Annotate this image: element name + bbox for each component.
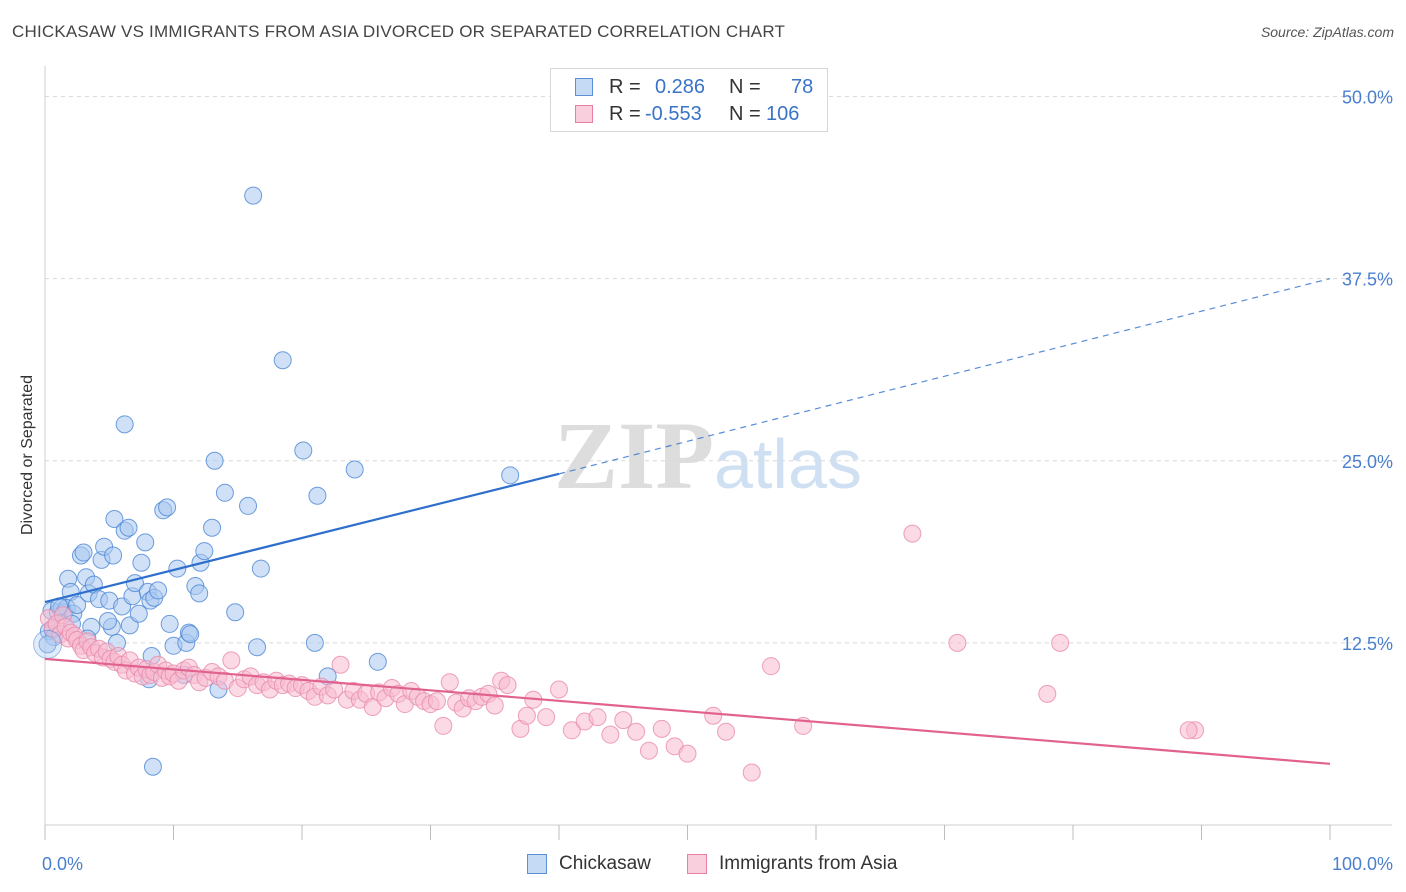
immigrants-point (652, 719, 671, 738)
chickasaw-point (190, 584, 209, 603)
legend-n-value: 106 (766, 103, 800, 125)
immigrants-point (639, 741, 658, 760)
legend-r-label: R = (609, 76, 641, 98)
chickasaw-point (158, 498, 177, 517)
immigrants-point (517, 706, 536, 725)
legend-n-label: N = (729, 76, 761, 98)
immigrants-point (762, 657, 781, 676)
chickasaw-point (105, 510, 124, 529)
chickasaw-point (160, 614, 179, 633)
y-tick-label: 12.5% (1342, 634, 1393, 654)
chickasaw-point (68, 595, 87, 614)
immigrants-point (331, 655, 350, 674)
chickasaw-point (215, 483, 234, 502)
chickasaw-point (38, 635, 57, 654)
chickasaw-point (104, 546, 123, 565)
x-tick-label: 0.0% (42, 854, 83, 874)
immigrants-point (704, 706, 723, 725)
chickasaw-point (119, 518, 138, 537)
chickasaw-point (251, 559, 270, 578)
chickasaw-point (129, 604, 148, 623)
immigrants-point (903, 524, 922, 543)
watermark-zip: ZIP (554, 402, 715, 509)
legend-n-label: N = (729, 103, 761, 125)
correlation-legend: R = 0.286 N = 78 R = -0.553 N = 106 (550, 68, 828, 132)
immigrants-point (498, 676, 517, 695)
legend-n-value: 78 (791, 76, 814, 98)
chickasaw-point (501, 466, 520, 485)
immigrants-point (948, 633, 967, 652)
source-label: Source: ZipAtlas.com (1260, 24, 1394, 40)
chickasaw-point (308, 486, 327, 505)
immigrants-point (440, 673, 459, 692)
immigrants-point (562, 721, 581, 740)
bottom-legend-label-immigrants: Immigrants from Asia (719, 853, 898, 874)
immigrants-trendline (44, 657, 1331, 765)
immigrants-point (742, 763, 761, 782)
bottom-legend-label-chickasaw: Chickasaw (559, 853, 651, 874)
chickasaw-point (239, 496, 258, 515)
y-tick-label: 50.0% (1342, 88, 1393, 108)
chickasaw-point (132, 553, 151, 572)
chickasaw-point (244, 186, 263, 205)
immigrants-point (325, 680, 344, 699)
bottom-legend-swatch-chickasaw (527, 854, 547, 874)
chickasaw-point (205, 451, 224, 470)
immigrants-point (537, 708, 556, 727)
chickasaw-point (149, 581, 168, 600)
chickasaw-point (368, 652, 387, 671)
chickasaw-point (248, 638, 267, 657)
watermark-atlas: atlas (714, 425, 862, 503)
chickasaw-point (74, 543, 93, 562)
chickasaw-point (203, 518, 222, 537)
chickasaw-point (345, 460, 364, 479)
immigrants-point (1038, 684, 1057, 703)
chickasaw-point (181, 625, 200, 644)
chickasaw-point (136, 533, 155, 552)
chickasaw-point (305, 633, 324, 652)
watermark: ZIPatlas (554, 400, 862, 511)
immigrants-point (222, 651, 241, 670)
chickasaw-point (98, 612, 117, 631)
chickasaw-point (33, 629, 63, 659)
immigrants-point (601, 725, 620, 744)
immigrants-point (588, 708, 607, 727)
chickasaw-point (294, 441, 313, 460)
immigrants-point (1179, 721, 1198, 740)
immigrants-point (627, 722, 646, 741)
legend-swatch-chickasaw (575, 78, 593, 96)
chickasaw-trendline-extension (558, 278, 1331, 475)
bottom-legend-swatch-immigrants (687, 854, 707, 874)
chickasaw-trendline (44, 472, 560, 604)
chickasaw-point (143, 757, 162, 776)
immigrants-point (1051, 633, 1070, 652)
legend-r-value: 0.286 (655, 76, 706, 98)
immigrants-point (550, 680, 568, 699)
chickasaw-point (273, 351, 292, 370)
immigrants-point (717, 722, 736, 741)
legend-r-value: -0.553 (645, 103, 702, 125)
immigrants-point (485, 696, 504, 715)
immigrants-point (434, 716, 453, 735)
chart-title: CHICKASAW VS IMMIGRANTS FROM ASIA DIVORC… (12, 22, 786, 41)
chickasaw-point (195, 542, 214, 561)
y-tick-label: 37.5% (1342, 270, 1393, 290)
immigrants-point (678, 744, 697, 763)
y-tick-label: 25.0% (1342, 452, 1393, 472)
chickasaw-point (226, 603, 245, 622)
legend-r-label: R = (609, 103, 641, 125)
legend-swatch-immigrants (575, 105, 593, 123)
x-tick-label: 100.0% (1332, 854, 1393, 874)
immigrants-point (614, 711, 633, 730)
chickasaw-point (115, 415, 134, 434)
immigrants-point (427, 692, 446, 711)
